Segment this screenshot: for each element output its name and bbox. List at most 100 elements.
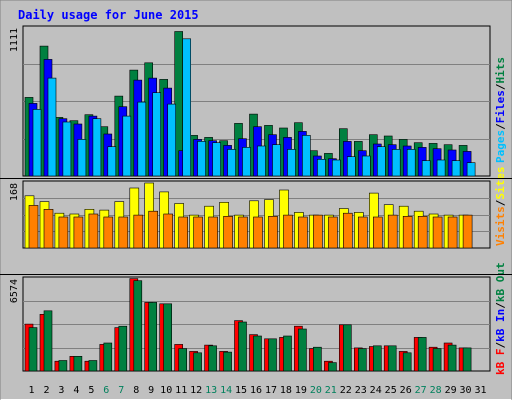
x-tick-label: 1: [28, 385, 34, 396]
bar-pages-day-26: [406, 149, 416, 177]
x-tick-label: 22: [340, 385, 352, 396]
legend-entry: kB In: [494, 309, 507, 342]
bar-kb-in-day-16: [253, 335, 262, 372]
bar-sites-day-15: [238, 216, 248, 249]
x-tick-label: 15: [235, 385, 247, 396]
legend-entry: kB F: [494, 349, 507, 376]
y-max-label: 6574: [9, 279, 20, 303]
chart-title: Daily usage for June 2015: [18, 8, 199, 22]
bar-sites-day-24: [372, 216, 383, 249]
bar-kb-in-day-26: [402, 352, 412, 372]
bar-sites-day-27: [417, 216, 428, 249]
bar-pages-day-20: [317, 159, 326, 177]
bar-kb-in-day-27: [417, 337, 427, 372]
bar-pages-day-25: [391, 149, 401, 177]
bar-pages-day-16: [257, 145, 266, 177]
bar-sites-day-25: [387, 214, 398, 249]
kbytes-panel: [22, 276, 491, 372]
bar-kb-in-day-30: [462, 347, 472, 372]
legend-entry: /: [494, 342, 507, 349]
bar-kb-in-day-17: [268, 338, 277, 372]
bar-kb-in-day-19: [298, 328, 307, 372]
hits-panel: [22, 25, 491, 177]
bar-pages-day-18: [287, 149, 296, 177]
x-tick-label: 20: [310, 385, 322, 396]
bar-pages-day-12: [197, 141, 206, 177]
bar-pages-day-22: [346, 156, 356, 177]
bar-kb-in-day-9: [148, 302, 157, 372]
bar-sites-day-6: [103, 216, 114, 249]
legend-entry: /: [494, 199, 507, 206]
legend-entry: Files: [494, 90, 507, 123]
bar-sites-day-5: [88, 213, 99, 249]
x-tick-label: 8: [133, 385, 139, 396]
bar-pages-day-19: [302, 135, 311, 177]
bar-kb-in-day-10: [163, 303, 172, 372]
x-tick-label: 16: [250, 385, 262, 396]
bar-kb-in-day-22: [342, 324, 352, 372]
bar-pages-day-8: [137, 101, 147, 177]
bar-pages-day-21: [332, 159, 341, 177]
bar-kb-in-day-8: [133, 280, 143, 372]
bar-sites-day-8: [133, 214, 144, 249]
legend-entry: Hits: [494, 57, 507, 84]
bar-kb-in-day-7: [118, 325, 128, 372]
bar-sites-day-26: [402, 216, 413, 249]
legend-entry: kB Out: [494, 262, 507, 302]
bar-kb-in-day-1: [28, 327, 38, 372]
bar-pages-day-11: [182, 38, 191, 177]
x-axis-labels: 1 2 3 4 5 6 7 8 9 10 11 12 13 14 15 16 17 18 19 20 21 22 23 24 2…: [28, 385, 486, 396]
y-max-label: 1111: [9, 28, 20, 52]
x-tick-label: 9: [148, 385, 154, 396]
bar-sites-day-16: [253, 216, 263, 249]
x-tick-label: 3: [58, 385, 64, 396]
legend: Visits/Sites: [494, 167, 507, 247]
bar-kb-in-day-5: [88, 360, 98, 372]
bar-pages-day-10: [167, 103, 176, 177]
x-tick-label: 14: [220, 385, 232, 396]
bar-pages-day-24: [376, 146, 386, 177]
bar-pages-day-23: [361, 155, 371, 177]
x-tick-label: 23: [355, 385, 367, 396]
bar-kb-in-day-25: [387, 345, 397, 372]
bar-pages-day-14: [227, 149, 236, 177]
bar-sites-day-10: [163, 213, 173, 249]
bar-kb-in-day-28: [432, 348, 442, 372]
bar-pages-day-28: [436, 159, 446, 177]
bar-sites-day-19: [298, 216, 308, 249]
x-tick-label: 7: [118, 385, 124, 396]
x-tick-label: 25: [385, 385, 397, 396]
x-tick-label: 19: [295, 385, 307, 396]
x-tick-label: 24: [370, 385, 382, 396]
bar-pages-day-1: [32, 109, 42, 177]
bar-sites-day-23: [357, 216, 368, 249]
legend: Pages/Files/Hits: [494, 57, 507, 163]
bar-sites-day-4: [73, 216, 84, 249]
bar-kb-in-day-4: [73, 355, 83, 372]
bar-kb-in-day-2: [43, 310, 53, 372]
bar-kb-in-day-12: [193, 352, 202, 372]
bar-pages-day-5: [92, 118, 102, 177]
bar-pages-day-30: [466, 162, 476, 177]
bar-kb-in-day-24: [372, 345, 382, 372]
bar-kb-in-day-21: [328, 362, 337, 372]
legend-entry: Sites: [494, 167, 507, 200]
y-max-labels: 1111 168 6574: [9, 28, 20, 303]
x-tick-label: 17: [265, 385, 277, 396]
bar-pages-day-9: [152, 92, 161, 177]
x-tick-label: 12: [190, 385, 202, 396]
bar-kb-in-day-3: [58, 360, 68, 372]
bar-sites-day-21: [328, 216, 338, 249]
y-max-label: 168: [9, 183, 20, 201]
bar-sites-day-12: [193, 216, 203, 249]
x-tick-label: 21: [325, 385, 337, 396]
bar-kb-in-day-23: [357, 348, 367, 372]
x-tick-label: 13: [205, 385, 217, 396]
bar-sites-day-30: [462, 214, 473, 249]
bar-sites-day-28: [432, 216, 443, 249]
legend-entry: /: [494, 83, 507, 90]
bar-sites-day-9: [148, 210, 158, 249]
legend-entry: /: [494, 302, 507, 309]
